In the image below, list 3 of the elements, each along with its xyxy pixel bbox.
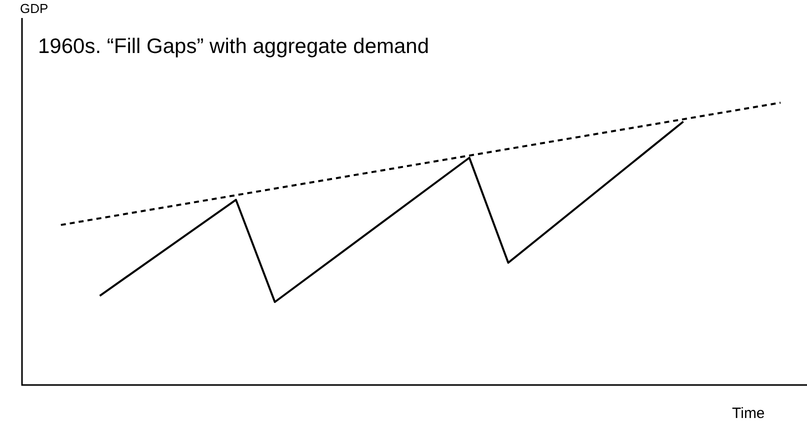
- x-axis-title: Time: [732, 405, 765, 422]
- chart-title: 1960s. “Fill Gaps” with aggregate demand: [38, 35, 430, 58]
- text: GDP: [20, 1, 48, 16]
